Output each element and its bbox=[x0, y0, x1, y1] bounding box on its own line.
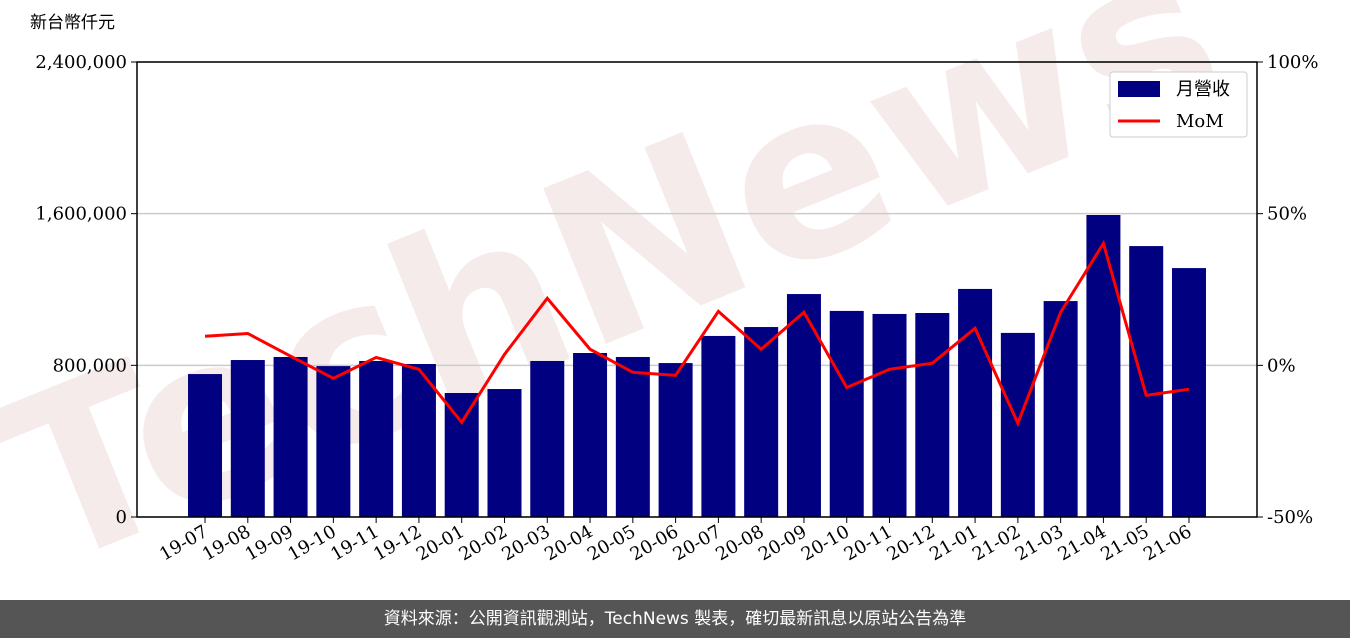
bar bbox=[615, 356, 650, 517]
bar bbox=[316, 366, 351, 517]
x-tick-label: 19-11 bbox=[327, 521, 382, 565]
chart: 新台幣仟元 TechNews0800,0001,600,0002,400,000… bbox=[0, 0, 1318, 600]
footer: 資料來源：公開資訊觀測站，TechNews 製表，確切最新訊息以原站公告為準 bbox=[0, 600, 1350, 638]
bar bbox=[188, 374, 223, 517]
bar bbox=[915, 313, 950, 517]
legend-label: MoM bbox=[1176, 111, 1224, 132]
bar bbox=[658, 363, 693, 517]
x-tick-label: 20-04 bbox=[541, 521, 596, 565]
y-tick-label: 800,000 bbox=[53, 355, 127, 376]
line bbox=[204, 239, 1190, 428]
x-tick-label: 20-09 bbox=[755, 521, 810, 565]
x-tick-label: 20-12 bbox=[883, 521, 938, 565]
bar bbox=[701, 335, 736, 517]
bar bbox=[744, 327, 779, 517]
x-tick-label: 20-08 bbox=[712, 521, 767, 565]
plot-frame bbox=[136, 61, 1258, 518]
bar bbox=[401, 364, 436, 517]
x-tick-label: 20-02 bbox=[456, 521, 511, 565]
x-tick-label: 20-03 bbox=[498, 521, 553, 565]
x-tick-label: 20-11 bbox=[841, 521, 896, 565]
x-tick-label: 19-12 bbox=[370, 521, 425, 565]
y2-tick-label: 50% bbox=[1267, 204, 1307, 225]
bar bbox=[359, 360, 394, 517]
x-tick-label: 21-02 bbox=[969, 521, 1024, 565]
bar bbox=[1171, 268, 1206, 517]
bar bbox=[487, 389, 522, 517]
y-tick-label: 0 bbox=[116, 507, 127, 528]
bar bbox=[573, 353, 608, 517]
x-tick-label: 20-07 bbox=[669, 521, 724, 565]
y2-tick-label: 0% bbox=[1267, 355, 1296, 376]
x-tick-label: 21-01 bbox=[926, 521, 981, 565]
x-tick-label: 21-06 bbox=[1140, 521, 1195, 565]
bar bbox=[958, 288, 993, 517]
y2-tick-label: 100% bbox=[1267, 52, 1318, 73]
bar bbox=[1129, 246, 1164, 517]
bar bbox=[786, 294, 821, 517]
x-tick-label: 21-05 bbox=[1097, 521, 1152, 565]
bar bbox=[530, 360, 565, 517]
x-tick-label: 20-01 bbox=[413, 521, 468, 565]
bar bbox=[230, 360, 265, 517]
x-tick-label: 20-10 bbox=[798, 521, 853, 565]
bar bbox=[1043, 301, 1078, 517]
bar bbox=[273, 356, 308, 517]
bar bbox=[872, 313, 907, 517]
bar bbox=[444, 393, 479, 517]
y-tick-label: 2,400,000 bbox=[35, 52, 127, 73]
legend-label: 月營收 bbox=[1176, 79, 1230, 100]
bar bbox=[1086, 214, 1121, 517]
x-tick-label: 21-03 bbox=[1012, 521, 1067, 565]
y-tick-label: 1,600,000 bbox=[35, 204, 127, 225]
bar bbox=[829, 310, 864, 517]
legend: 月營收 MoM bbox=[1109, 71, 1248, 138]
x-tick-label: 20-05 bbox=[584, 521, 639, 565]
y-axis-label: 新台幣仟元 bbox=[30, 13, 115, 33]
x-tick-label: 21-04 bbox=[1054, 521, 1109, 565]
y2-tick-label: -50% bbox=[1267, 507, 1313, 528]
x-tick-label: 20-06 bbox=[627, 521, 682, 565]
legend-swatch bbox=[1118, 81, 1160, 97]
